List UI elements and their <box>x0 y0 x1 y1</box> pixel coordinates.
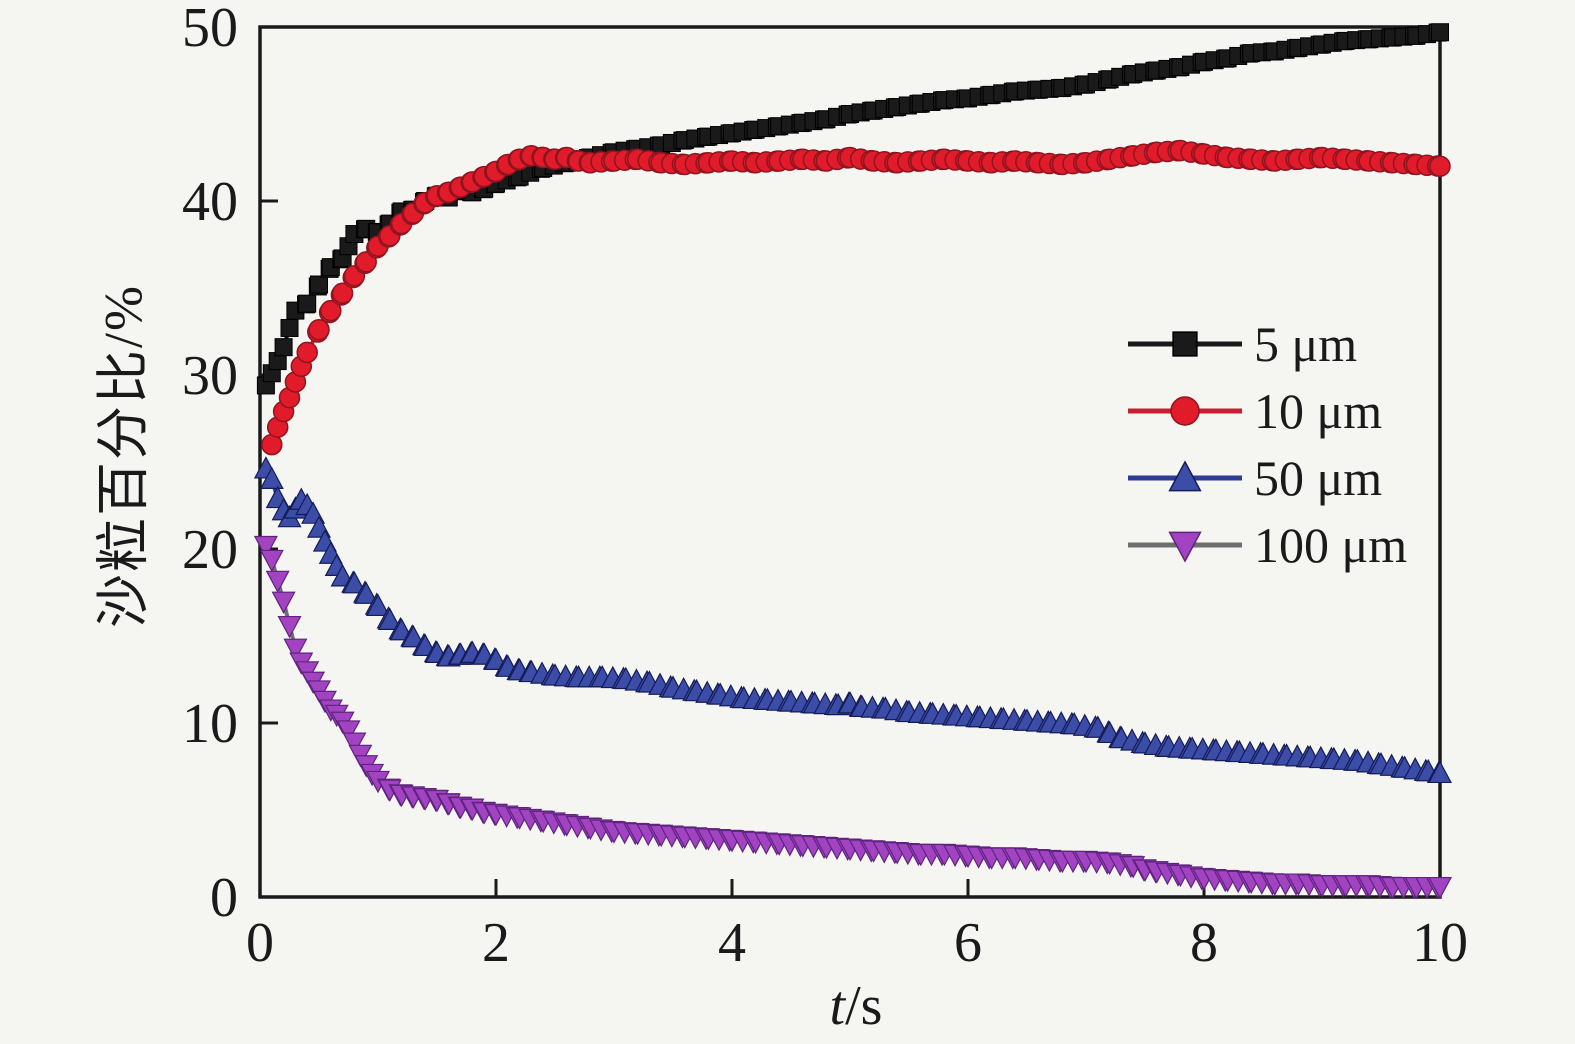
x-tick-label: 2 <box>482 912 510 974</box>
y-tick-label: 10 <box>182 693 238 755</box>
x-tick-label: 8 <box>1190 912 1218 974</box>
series-100-μm <box>253 535 1453 900</box>
legend: 5 μm 10 μm 50 μm 100 μm <box>1126 318 1407 571</box>
x-tick-label: 0 <box>246 912 274 974</box>
y-tick-label: 40 <box>182 171 238 233</box>
series-50-μm <box>253 456 1453 784</box>
legend-item-50-μm: 50 μm <box>1126 452 1407 504</box>
legend-marker-square <box>1128 331 1242 357</box>
x-axis-title-unit: /s <box>845 975 883 1037</box>
legend-marker-triangle-down <box>1128 531 1242 563</box>
legend-marker-triangle-up <box>1128 460 1242 492</box>
x-tick-label: 4 <box>718 912 746 974</box>
legend-marker-circle <box>1128 396 1242 426</box>
legend-item-10-μm: 10 μm <box>1126 385 1407 437</box>
legend-item-100-μm: 100 μm <box>1126 519 1407 571</box>
legend-label: 5 μm <box>1254 316 1358 372</box>
y-axis-title: 沙粒百分比/% <box>93 284 154 628</box>
x-tick-label: 6 <box>954 912 982 974</box>
y-tick-label: 20 <box>182 519 238 581</box>
y-tick-label: 30 <box>182 345 238 407</box>
x-tick-label: 10 <box>1412 912 1468 974</box>
y-tick-label: 50 <box>182 0 238 59</box>
legend-label: 100 μm <box>1254 517 1408 573</box>
x-axis-title: t/s <box>830 974 883 1038</box>
legend-label: 50 μm <box>1254 450 1383 506</box>
plot-frame <box>258 25 1442 899</box>
x-axis-title-variable: t <box>829 975 846 1037</box>
legend-label: 10 μm <box>1254 383 1383 439</box>
legend-item-5-μm: 5 μm <box>1126 318 1407 370</box>
series-10-μm <box>261 139 1451 456</box>
y-tick-label: 0 <box>210 867 238 929</box>
